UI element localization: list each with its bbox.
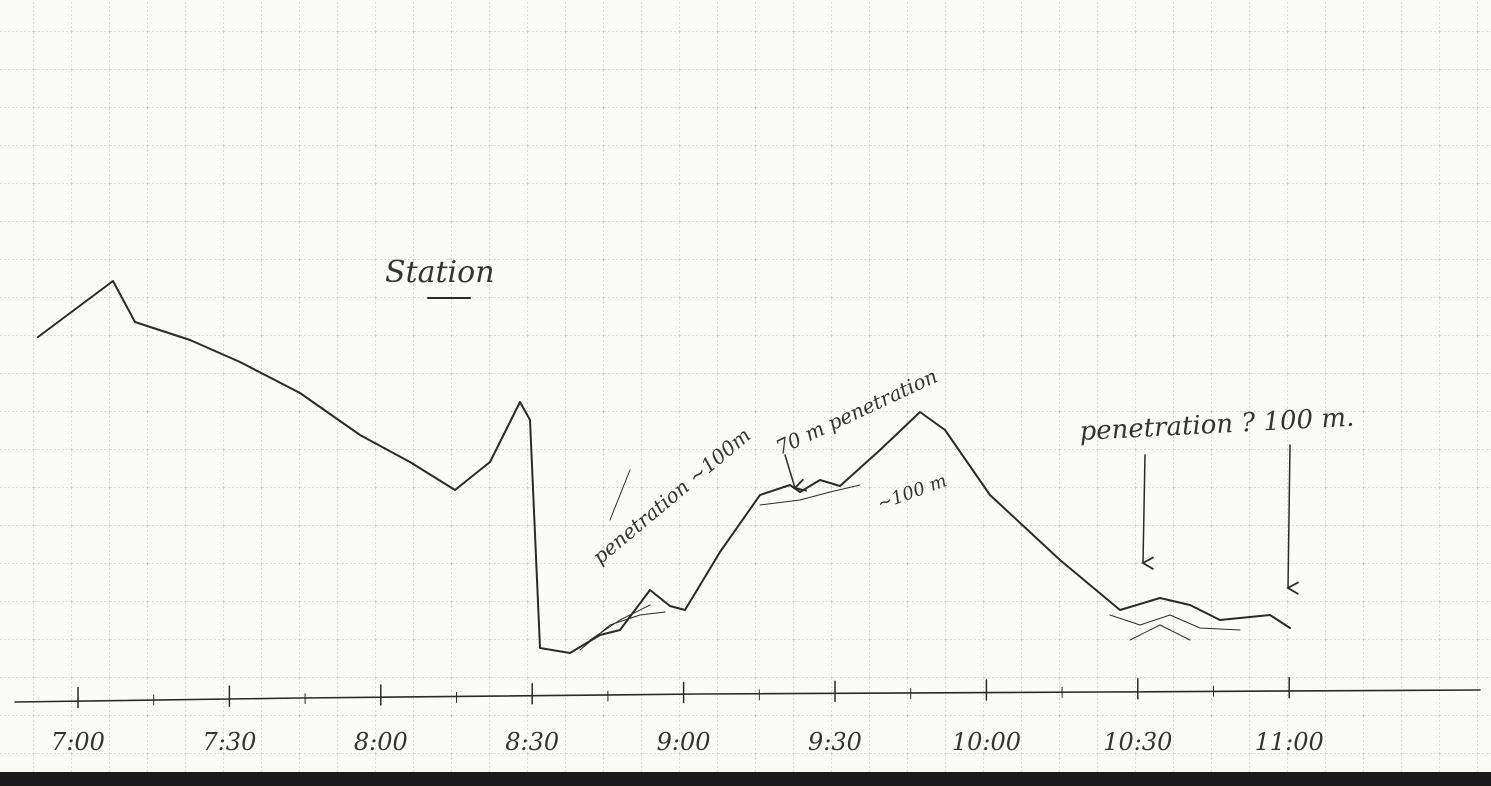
bottom-edge	[0, 772, 1491, 786]
arrow	[784, 454, 807, 492]
axis-label: 8:00	[354, 728, 408, 756]
axis-label: 8:30	[505, 728, 559, 756]
title: Station	[385, 255, 495, 290]
axis-label: 7:30	[202, 728, 256, 756]
axis-ticks: 7:00 7:30 8:00 8:30 9:00 9:30 10:00 10:30 11:00	[51, 676, 1324, 756]
axis-label: 10:30	[1103, 728, 1172, 756]
arrow	[1286, 444, 1300, 595]
pointer	[609, 469, 631, 521]
profile-shading	[579, 484, 1241, 651]
axis-label: 11:00	[1255, 728, 1324, 756]
time-axis	[14, 689, 1481, 703]
axis-label: 10:00	[952, 728, 1021, 756]
arrow	[1141, 454, 1155, 570]
profile-curve	[37, 280, 1291, 654]
axis-label: 9:00	[657, 728, 711, 756]
axis-label: 7:00	[51, 728, 105, 756]
axis-label: 9:30	[808, 728, 862, 756]
